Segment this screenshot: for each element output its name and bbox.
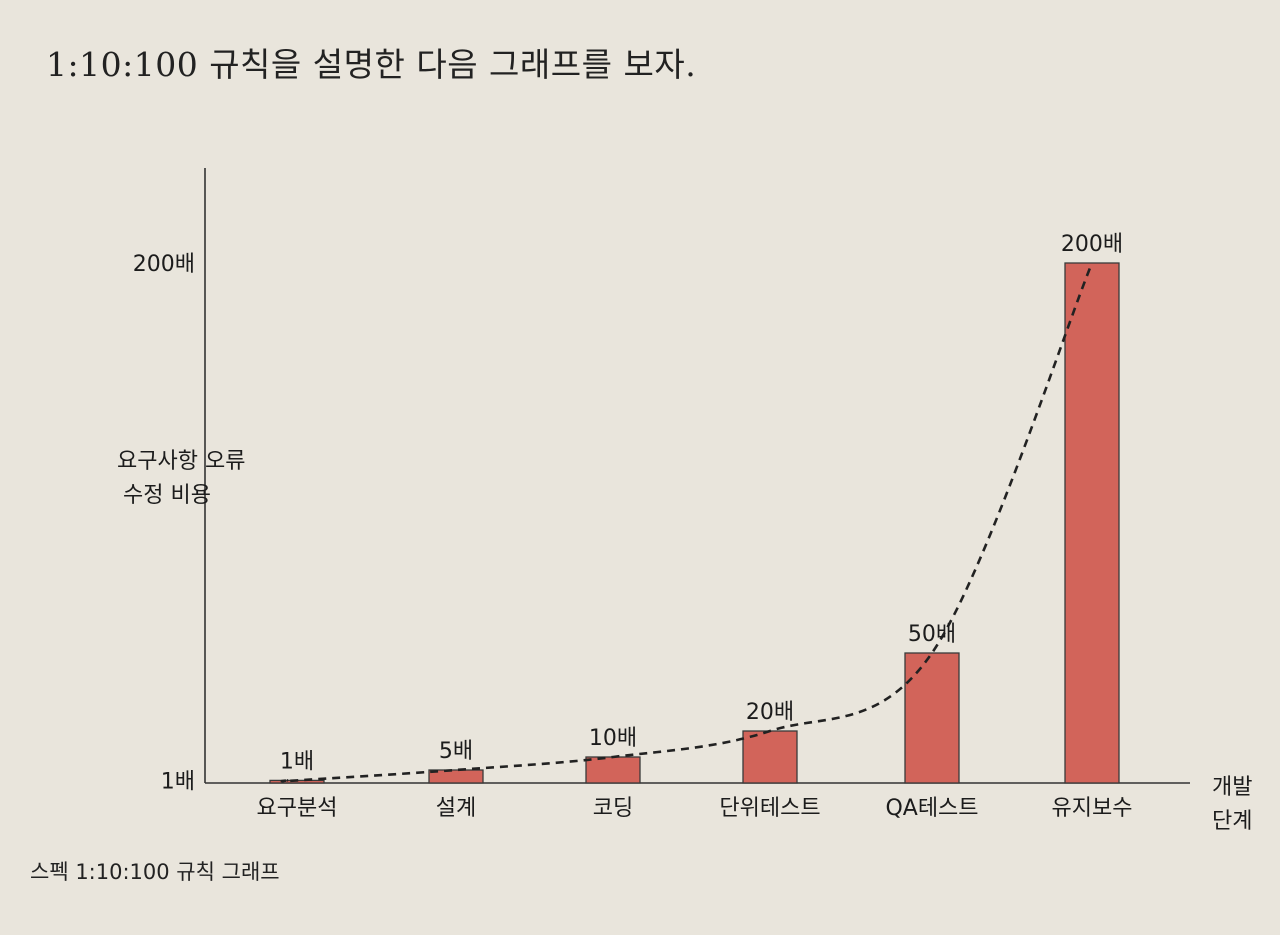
y-axis-title-line2: 수정 비용 [123,483,211,508]
bars-group [269,262,1120,784]
x-tick-label-4: 단위테스트 [719,796,820,821]
x-tick-label-6: 유지보수 [1052,796,1133,821]
x-tick-labels-group: 요구분석 설계 코딩 단위테스트 QA테스트 유지보수 [257,796,1133,821]
data-label-3: 10배 [589,726,637,751]
trend-curve [280,262,1094,783]
x-tick-label-1: 요구분석 [257,796,338,821]
figure-caption: 스펙 1:10:100 규칙 그래프 [30,860,280,884]
data-label-6: 200배 [1061,232,1123,257]
bar-3 [585,756,641,784]
bar-6 [1064,262,1120,784]
x-tick-label-5: QA테스트 [885,796,978,821]
chart-axes [204,168,1190,784]
x-tick-label-3: 코딩 [593,796,633,821]
bar-5 [904,652,960,784]
page-heading: 1:10:100 규칙을 설명한 다음 그래프를 보자. [46,45,697,84]
y-tick-label-2: 200배 [133,252,195,277]
bar-4 [742,730,798,784]
data-label-2: 5배 [439,739,473,764]
data-label-4: 20배 [746,700,794,725]
data-label-1: 1배 [280,749,314,774]
data-labels-group: 1배 5배 10배 20배 50배 200배 [280,232,1123,774]
x-tick-label-2: 설계 [436,796,476,821]
y-axis-title-line1: 요구사항 오류 [117,449,245,474]
x-axis-title-line2: 단계 [1212,809,1252,834]
y-tick-label-1: 1배 [161,769,195,794]
bar-2 [428,769,484,784]
data-label-5: 50배 [908,622,956,647]
y-tick-labels-group: 1배 200배 [133,252,195,794]
x-axis-title-line1: 개발 [1212,775,1252,800]
